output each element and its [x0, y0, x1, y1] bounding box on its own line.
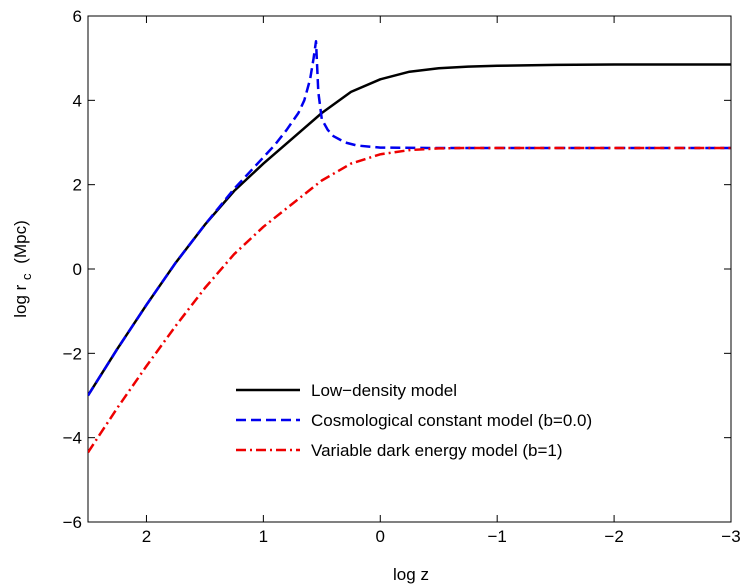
- legend: Low−density model Cosmological constant m…: [236, 381, 592, 460]
- y-tick-label: −2: [63, 344, 82, 363]
- ticks: 2 1 0 −1 −2 −3 −6 −4 −2 0 2 4 6: [63, 7, 741, 546]
- x-tick-label: −2: [604, 527, 623, 546]
- y-tick-label: −4: [63, 429, 82, 448]
- series-layer: [88, 40, 731, 454]
- legend-label-3: Variable dark energy model (b=1): [311, 441, 563, 460]
- x-axis-label: log z: [393, 565, 429, 584]
- y-tick-label: 2: [73, 176, 82, 195]
- y-tick-label: 0: [73, 260, 82, 279]
- series-line-3: [88, 146, 731, 454]
- series-line-1: [88, 63, 731, 397]
- y-tick-label: −6: [63, 513, 82, 532]
- x-tick-label: −3: [721, 527, 740, 546]
- x-tick-label: 0: [376, 527, 385, 546]
- y-axis-label-main: log r: [11, 284, 30, 317]
- x-tick-label: 2: [142, 527, 151, 546]
- y-tick-label: 4: [73, 91, 82, 110]
- y-tick-label: 6: [73, 7, 82, 26]
- legend-label-1: Low−density model: [311, 381, 457, 400]
- y-axis-label: log r c (Mpc): [11, 220, 35, 318]
- series-line-2: [88, 40, 731, 397]
- y-axis-label-subscript: c: [19, 273, 34, 280]
- x-tick-label: 1: [259, 527, 268, 546]
- x-tick-label: −1: [487, 527, 506, 546]
- y-axis-label-unit: (Mpc): [11, 220, 30, 263]
- axis-labels: log z log r c (Mpc): [11, 220, 429, 584]
- legend-label-2: Cosmological constant model (b=0.0): [311, 411, 592, 430]
